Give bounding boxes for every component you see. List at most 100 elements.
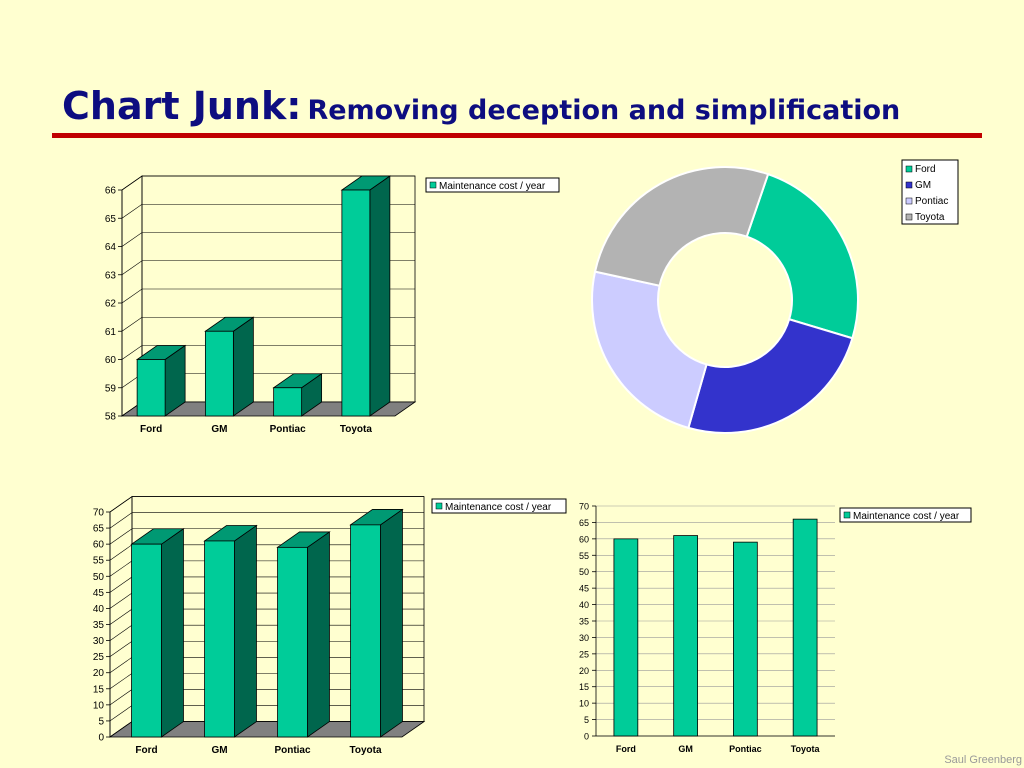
x-tick-label: Ford (616, 744, 636, 754)
gridline (121, 288, 415, 304)
donut-slice-ford (745, 172, 859, 340)
bar-pontiac (273, 387, 303, 417)
y-tick-label: 50 (579, 567, 589, 577)
bar-ford (131, 543, 162, 738)
y-tick-label: 10 (93, 700, 105, 711)
title-underline (52, 133, 982, 138)
slide-title: Chart Junk: Removing deception and simpli… (62, 84, 900, 128)
y-tick-label: 59 (105, 383, 117, 394)
y-tick-label: 25 (579, 649, 589, 659)
y-tick-label: 25 (93, 652, 105, 663)
legend-swatch (429, 181, 437, 189)
gridline (121, 175, 415, 191)
gridline (121, 260, 415, 275)
gridline (109, 512, 424, 529)
legend-swatch (905, 165, 913, 173)
gridline (121, 232, 415, 247)
y-tick-label: 65 (579, 518, 589, 528)
y-tick-label: 58 (105, 412, 117, 423)
bar-toyota (341, 189, 371, 417)
x-tick-label: GM (211, 424, 227, 435)
y-tick-label: 10 (579, 699, 589, 709)
legend-swatch (435, 502, 443, 510)
y-tick-label: 62 (105, 299, 117, 310)
legend-label: Toyota (915, 212, 945, 223)
chart-3d-truncated-axis: 58 59 60 61 62 63 64 65 66 Ford GM Pontiac Toyota Mai… (105, 175, 560, 435)
slide-title-sub: Removing deception and simplification (307, 95, 901, 126)
bar-ford (613, 538, 639, 737)
legend-label: Maintenance cost / year (439, 181, 546, 192)
y-tick-label: 40 (93, 604, 105, 615)
donut-slice-toyota (593, 166, 770, 287)
bar-ford (136, 359, 166, 417)
chart-3d-zero-axis: 0 5 10 15 20 25 30 35 40 45 50 55 60 65 70 Ford GM Pontia… (93, 495, 567, 756)
y-tick-label: 63 (105, 270, 117, 281)
slide-title-main: Chart Junk: (62, 84, 302, 128)
bar-pontiac (733, 541, 758, 737)
y-tick-label: 55 (579, 551, 589, 561)
legend-label: Ford (915, 164, 936, 175)
donut-slice-pontiac (591, 270, 708, 430)
legend-swatch (905, 181, 913, 189)
bar-side-toyota (369, 175, 391, 417)
legend-box (839, 507, 972, 523)
chart-flat-bar: 0 5 10 15 20 25 30 35 40 45 50 55 60 65 70 Ford GM Pontia… (579, 502, 972, 754)
legend-label: Maintenance cost / year (853, 511, 960, 522)
x-tick-label: Ford (140, 424, 162, 435)
chart-donut: Ford GM Pontiac Toyota (591, 159, 959, 434)
x-tick-label: Toyota (349, 745, 381, 756)
y-tick-label: 35 (579, 617, 589, 627)
legend-label: Maintenance cost / year (445, 502, 552, 513)
bar-side-gm (232, 316, 254, 417)
y-tick-label: 20 (579, 666, 589, 676)
gridline (121, 316, 415, 332)
y-tick-label: 0 (98, 733, 104, 744)
gridline (109, 496, 424, 513)
y-tick-label: 70 (579, 502, 589, 512)
bar-toyota (792, 518, 818, 737)
bar-side-ford (161, 527, 184, 738)
legend-swatch (905, 213, 913, 221)
x-tick-label: Pontiac (274, 745, 311, 756)
y-tick-label: 15 (579, 682, 589, 692)
x-tick-label: Ford (135, 745, 157, 756)
bar-gm (204, 330, 234, 417)
bar-pontiac (277, 546, 308, 738)
donut-slice-gm (687, 318, 854, 434)
bar-toyota (350, 524, 381, 738)
y-tick-label: 20 (93, 668, 105, 679)
y-tick-label: 55 (93, 556, 105, 567)
y-tick-label: 60 (105, 355, 117, 366)
bar-side-pontiac (307, 531, 330, 738)
y-tick-label: 50 (93, 572, 105, 583)
y-tick-label: 5 (584, 715, 589, 725)
legend-swatch (843, 511, 851, 519)
y-tick-label: 0 (584, 732, 589, 742)
bar-side-toyota (380, 508, 403, 738)
y-tick-label: 30 (93, 636, 105, 647)
y-tick-label: 40 (579, 600, 589, 610)
gridline (121, 345, 415, 360)
x-tick-label: Pontiac (729, 744, 762, 754)
gridline (121, 203, 415, 219)
y-tick-label: 15 (93, 684, 105, 695)
legend-box (425, 177, 560, 193)
legend-swatch (905, 197, 913, 205)
x-tick-label: Toyota (791, 744, 821, 754)
bar-side-gm (234, 524, 257, 738)
y-tick-label: 45 (579, 584, 589, 594)
y-tick-label: 45 (93, 588, 105, 599)
bar-gm (204, 540, 235, 738)
y-tick-label: 30 (579, 633, 589, 643)
y-tick-label: 66 (105, 186, 117, 197)
x-tick-label: GM (211, 745, 227, 756)
y-tick-label: 65 (105, 214, 117, 225)
y-tick-label: 35 (93, 620, 105, 631)
author-credit: Saul Greenberg (944, 754, 1022, 766)
legend-label: GM (915, 180, 931, 191)
y-tick-label: 5 (98, 716, 104, 727)
y-tick-label: 60 (579, 534, 589, 544)
y-tick-label: 70 (93, 508, 105, 519)
y-tick-label: 60 (93, 540, 105, 551)
legend-box (431, 498, 567, 514)
